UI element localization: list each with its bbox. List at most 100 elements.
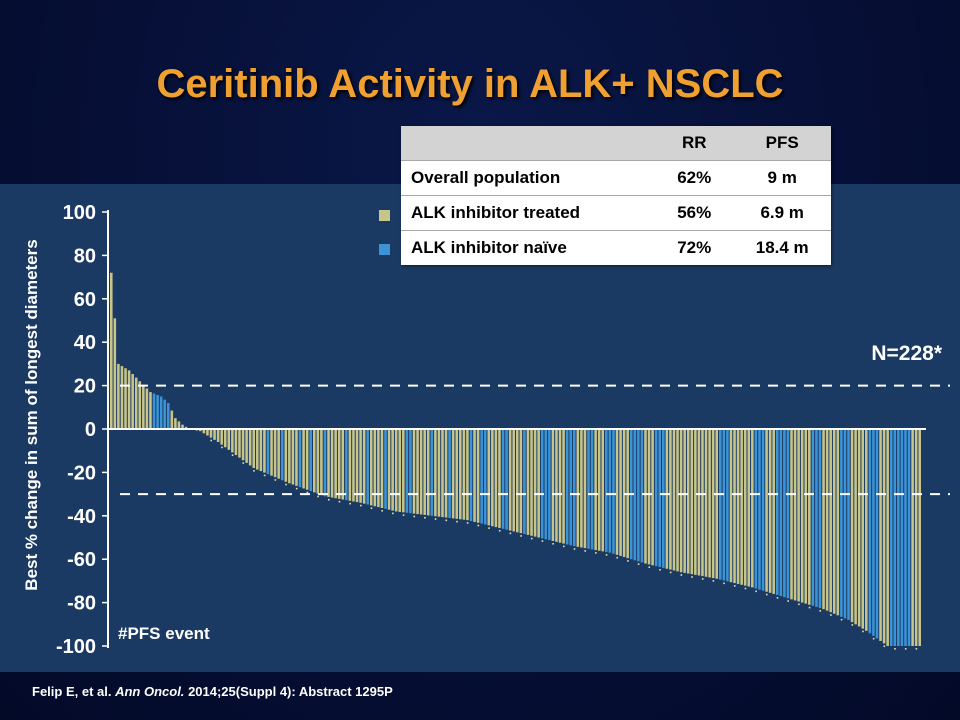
waterfall-chart: 100 80 60 40 20 0 -20 -40 -60 -80 -100 Best % chang… <box>22 202 950 658</box>
waterfall-bar <box>516 429 519 533</box>
waterfall-bar <box>131 374 134 429</box>
pfs-event-marker <box>509 532 512 535</box>
pfs-event-marker <box>274 479 277 481</box>
pfs-event-marker <box>552 542 554 545</box>
pfs-event-marker <box>349 502 351 505</box>
waterfall-bar <box>868 429 872 634</box>
waterfall-bar <box>280 429 284 481</box>
waterfall-bar <box>266 429 270 475</box>
y-tick-label: 40 <box>74 332 96 354</box>
y-tick-label: 60 <box>74 289 96 311</box>
pfs-event-marker <box>541 540 544 542</box>
row-rr-treated: 56% <box>655 195 734 231</box>
waterfall-bar <box>886 429 889 646</box>
waterfall-bar <box>726 429 729 582</box>
y-tick-label: 100 <box>63 202 96 224</box>
waterfall-bar <box>533 429 537 537</box>
waterfall-bar <box>751 429 754 588</box>
waterfall-bar <box>345 429 348 501</box>
waterfall-bar <box>590 429 594 550</box>
waterfall-bar <box>213 429 216 440</box>
row-label-overall: Overall population <box>401 160 656 196</box>
pfs-event-marker <box>488 527 490 529</box>
waterfall-bar <box>797 429 800 602</box>
table-header-empty <box>401 126 656 161</box>
waterfall-bar <box>202 429 206 434</box>
waterfall-bar <box>644 429 647 564</box>
waterfall-bar <box>865 429 868 631</box>
waterfall-bar <box>487 429 491 526</box>
pfs-event-marker <box>563 545 565 548</box>
waterfall-bar <box>238 429 241 458</box>
waterfall-bar <box>861 429 865 629</box>
waterfall-bar <box>245 429 248 463</box>
waterfall-bar <box>291 429 295 485</box>
waterfall-chart-panel: 100 80 60 40 20 0 -20 -40 -60 -80 -100 Best % chang… <box>0 184 960 672</box>
waterfall-bar <box>637 429 640 562</box>
waterfall-bar <box>473 429 476 522</box>
sample-size-annotation: N=228* <box>871 342 942 365</box>
waterfall-bar <box>412 429 416 514</box>
waterfall-bar <box>840 429 843 617</box>
waterfall-bar <box>825 429 829 611</box>
y-axis-label: Best % change in sum of longest diameter… <box>22 239 41 590</box>
waterfall-bar <box>555 429 558 542</box>
pfs-event-marker <box>766 593 768 596</box>
waterfall-bar <box>576 429 580 547</box>
pfs-event-marker <box>733 585 736 587</box>
waterfall-bar <box>904 429 907 646</box>
waterfall-bar <box>142 384 145 429</box>
pfs-event-marker <box>295 487 298 490</box>
waterfall-bar <box>152 393 156 429</box>
pfs-event-marker <box>680 574 683 576</box>
waterfall-bar <box>149 392 152 429</box>
waterfall-bar <box>145 388 149 429</box>
waterfall-bar <box>847 429 850 620</box>
waterfall-bar <box>177 421 181 429</box>
waterfall-bar <box>647 429 651 565</box>
waterfall-bar <box>882 429 886 644</box>
pfs-event-marker <box>253 470 255 472</box>
pfs-event-marker <box>648 566 651 569</box>
pfs-event-marker <box>456 520 458 523</box>
waterfall-bar <box>498 429 501 528</box>
bars-layer <box>110 272 921 646</box>
waterfall-bar <box>252 429 256 469</box>
waterfall-bar <box>448 429 451 518</box>
waterfall-bar <box>288 429 291 484</box>
waterfall-bar <box>483 429 487 525</box>
waterfall-bar <box>914 429 918 646</box>
waterfall-bar <box>231 429 234 453</box>
waterfall-bar <box>722 429 726 581</box>
waterfall-bar <box>875 429 879 639</box>
waterfall-bar <box>138 381 142 429</box>
row-pfs-naive: 18.4 m <box>733 230 831 265</box>
waterfall-bar <box>469 429 473 522</box>
waterfall-bar <box>227 429 231 450</box>
waterfall-bar <box>337 429 341 499</box>
waterfall-bar <box>462 429 466 520</box>
citation-authors: Felip E, et al. <box>32 684 112 699</box>
waterfall-bar <box>530 429 533 536</box>
pfs-event-marker <box>327 498 330 501</box>
pfs-event-marker <box>338 500 341 503</box>
waterfall-bar <box>815 429 818 607</box>
waterfall-bar <box>426 429 430 516</box>
pfs-event-marker <box>798 603 800 606</box>
waterfall-bar <box>654 429 658 567</box>
waterfall-bar <box>900 429 904 646</box>
waterfall-bar <box>366 429 369 505</box>
waterfall-bar <box>544 429 548 540</box>
pfs-event-marker <box>659 569 661 571</box>
pfs-event-marker <box>915 648 918 650</box>
waterfall-bar <box>836 429 840 616</box>
table-row: ALK inhibitor treated 56% 6.9 m <box>401 195 831 231</box>
waterfall-bar <box>234 429 238 456</box>
waterfall-bar <box>918 429 921 646</box>
pfs-event-marker <box>466 522 469 524</box>
waterfall-bar <box>459 429 462 520</box>
waterfall-bar <box>893 429 897 646</box>
citation-journal: Ann Oncol. <box>115 684 185 699</box>
waterfall-bar <box>248 429 252 466</box>
waterfall-bar <box>715 429 718 579</box>
